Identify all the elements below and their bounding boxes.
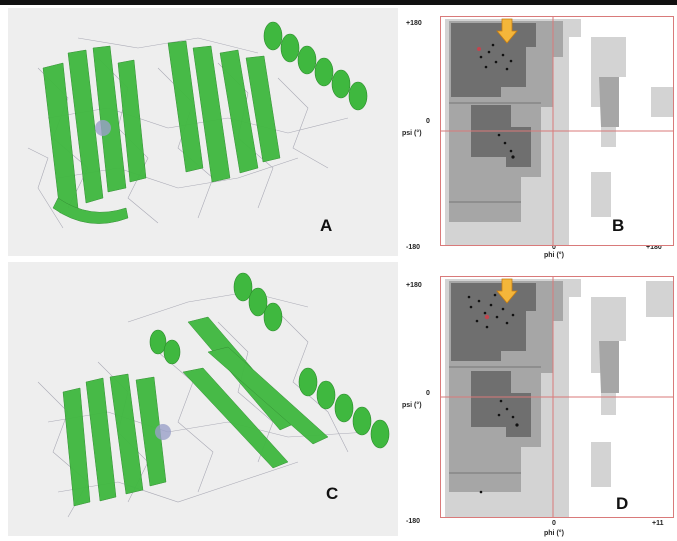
panel-d-ramachandran: +180 0 psi (°) -180 0 phi (°) +11	[400, 262, 677, 541]
psi-top-tick: +180	[406, 282, 422, 289]
highlight-arrow-d	[496, 278, 518, 304]
phi-right-tick: +11	[652, 520, 664, 527]
plot-area-b	[440, 16, 674, 246]
psi-zero-tick: 0	[426, 118, 430, 125]
psi-bottom-tick: -180	[406, 244, 421, 251]
phi-zero-tick: 0	[552, 520, 556, 527]
panel-a-letter: A	[320, 216, 333, 235]
phi-axis-label: phi (°)	[544, 530, 564, 537]
psi-bottom-tick: -180	[406, 518, 421, 525]
psi-axis-label: psi (°)	[402, 130, 422, 137]
protein-ribbon-c	[37, 272, 390, 518]
panel-b-letter: B	[612, 216, 625, 235]
phi-axis-label: phi (°)	[544, 252, 564, 259]
psi-axis-label: psi (°)	[402, 402, 422, 409]
top-rule	[0, 0, 677, 5]
psi-top-tick: +180	[406, 20, 422, 27]
phi-zero-tick: 0	[552, 244, 556, 251]
phi-right-tick: +180	[646, 244, 662, 251]
ramachandran-regions-b	[441, 17, 673, 245]
ramachandran-regions-d	[441, 277, 673, 517]
plot-area-d	[440, 276, 674, 518]
panel-c-structure: C	[8, 262, 398, 536]
panel-a-structure: A	[8, 8, 398, 256]
psi-zero-tick: 0	[426, 390, 430, 397]
highlight-arrow-b	[496, 18, 518, 44]
panel-c-letter: C	[326, 484, 339, 503]
protein-ribbon-a	[27, 21, 368, 229]
panel-b-ramachandran: +180 0 psi (°) -180 0 phi (°) +180	[400, 8, 677, 259]
panel-d-letter: D	[616, 494, 629, 513]
